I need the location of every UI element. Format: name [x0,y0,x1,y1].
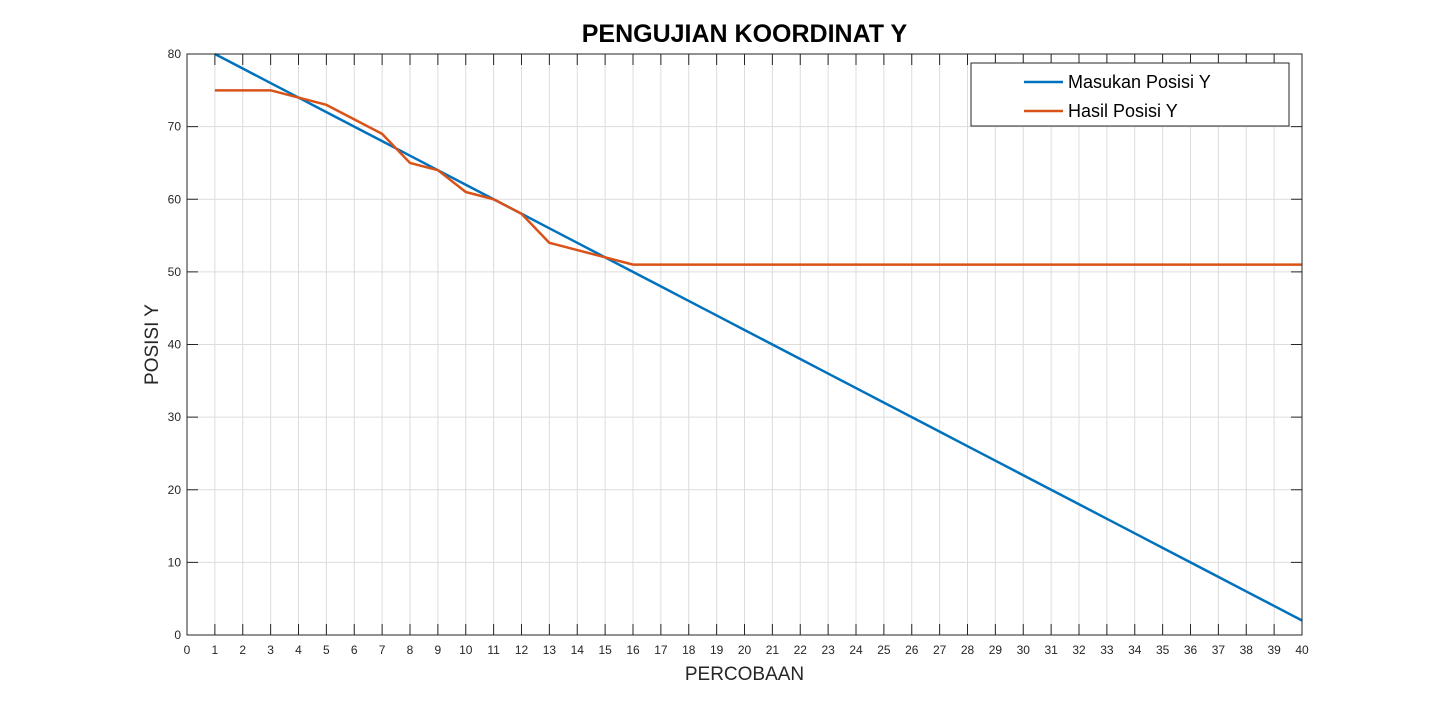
y-tick-label: 50 [168,265,182,279]
x-tick-label: 38 [1240,643,1254,657]
x-tick-label: 29 [989,643,1003,657]
x-tick-label: 37 [1212,643,1226,657]
x-tick-label: 25 [877,643,891,657]
x-tick-label: 22 [794,643,808,657]
x-tick-label: 4 [295,643,302,657]
x-tick-label: 5 [323,643,330,657]
x-tick-label: 13 [543,643,557,657]
x-tick-labels: 0 1 2 3 4 5 6 7 8 9 10 11 12 13 14 15 16 17 18 19 20 21 22 23 24… [184,643,1309,657]
x-tick-label: 17 [654,643,668,657]
legend-label-2: Hasil Posisi Y [1068,101,1178,121]
x-tick-label: 16 [626,643,640,657]
x-tick-label: 23 [821,643,835,657]
x-tick-label: 14 [571,643,585,657]
x-tick-label: 7 [379,643,386,657]
y-axis-label: POSISI Y [142,304,163,385]
x-tick-label: 36 [1184,643,1198,657]
x-tick-label: 3 [267,643,274,657]
legend-box [970,62,1290,127]
y-tick-label: 0 [174,628,181,642]
x-tick-label: 21 [766,643,780,657]
x-tick-label: 15 [598,643,612,657]
y-tick-label: 30 [168,410,182,424]
x-tick-label: 33 [1100,643,1114,657]
x-tick-label: 34 [1128,643,1142,657]
y-tick-label: 10 [168,555,182,569]
x-tick-label: 35 [1156,643,1170,657]
x-tick-label: 26 [905,643,919,657]
x-tick-label: 39 [1267,643,1281,657]
x-tick-label: 6 [351,643,358,657]
x-tick-label: 28 [961,643,975,657]
x-tick-label: 9 [435,643,442,657]
x-tick-label: 27 [933,643,947,657]
legend-label-1: Masukan Posisi Y [1068,72,1211,92]
data-series [214,52,1303,622]
x-tick-label: 2 [239,643,246,657]
series-line-2 [214,89,1302,266]
y-tick-label: 20 [168,483,182,497]
x-tick-label: 31 [1044,643,1058,657]
y-tick-label: 60 [168,192,182,206]
x-tick-label: 1 [212,643,219,657]
x-axis-label: PERCOBAAN [685,664,804,685]
legend: Masukan Posisi Y Hasil Posisi Y [970,62,1290,127]
x-tick-label: 40 [1295,643,1309,657]
grid [186,53,1303,636]
x-tick-label: 32 [1072,643,1086,657]
y-tick-label: 40 [168,338,182,352]
chart-title: PENGUJIAN KOORDINAT Y [582,20,908,48]
y-tick-labels: 0 10 20 30 40 50 60 70 80 [168,47,182,642]
x-tick-label: 0 [184,643,191,657]
x-tick-label: 8 [407,643,414,657]
x-tick-label: 10 [459,643,473,657]
y-tick-label: 80 [168,47,182,61]
x-tick-label: 12 [515,643,529,657]
x-tick-label: 11 [487,643,500,657]
x-tick-label: 24 [849,643,863,657]
x-tick-label: 19 [710,643,724,657]
x-tick-label: 20 [738,643,752,657]
x-tick-label: 30 [1017,643,1031,657]
plot-box [186,53,1303,636]
x-tick-label: 18 [682,643,696,657]
y-tick-label: 70 [168,120,182,134]
